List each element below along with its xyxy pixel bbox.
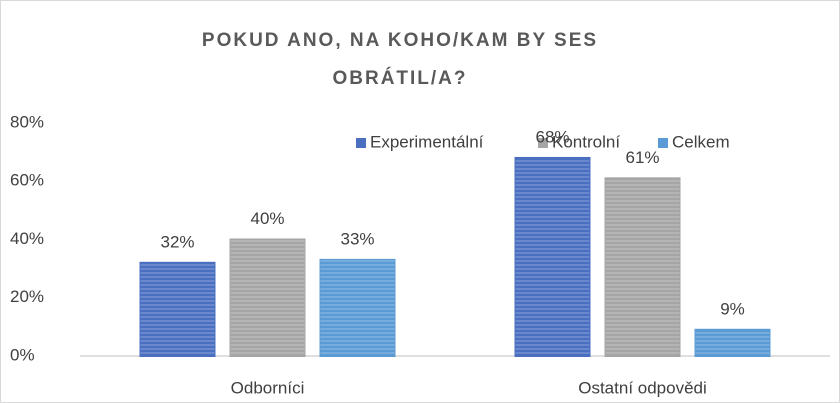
y-tick-label: 60% [10,171,44,190]
y-tick-label: 0% [10,345,35,364]
legend-label: Celkem [672,132,730,151]
data-label: 68% [535,127,569,146]
chart-title: POKUD ANO, NA KOHO/KAM BY SES OBRÁTIL/A? [201,30,599,89]
data-label: 40% [250,209,284,228]
data-label: 9% [720,299,745,318]
y-tick-label: 40% [10,229,44,248]
bar-texture [605,178,680,356]
legend-swatch [356,138,366,148]
bar-texture [515,157,590,356]
bar-texture [140,262,215,356]
legend-swatch [538,138,548,148]
x-tick-label: Odborníci [231,378,305,397]
legend-label: Kontrolní [552,132,620,151]
legend-label: Experimentální [370,132,484,151]
data-label: 33% [340,229,374,248]
data-label: 61% [625,148,659,167]
y-tick-label: 20% [10,287,44,306]
data-label: 32% [160,232,194,251]
x-tick-label: Ostatní odpovědi [578,378,707,397]
legend-swatch [658,138,668,148]
bar-texture [695,329,770,356]
bar-texture [320,259,395,356]
y-tick-label: 80% [10,112,44,131]
bar-texture [230,239,305,356]
